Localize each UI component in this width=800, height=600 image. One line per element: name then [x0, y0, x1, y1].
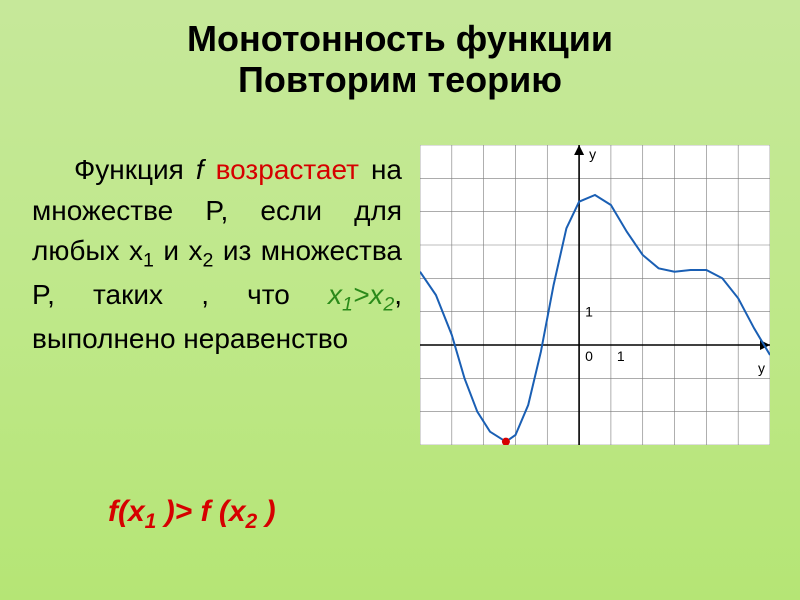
title-line-1: Монотонность функции: [187, 18, 613, 59]
def-cs2: 2: [383, 294, 394, 316]
ineq-s2: 2: [246, 510, 258, 533]
def-p4: и x: [163, 235, 202, 266]
def-cs1: 1: [342, 294, 353, 316]
def-f: f: [196, 154, 204, 185]
slide-title: Монотонность функции Повторим теорию: [0, 0, 800, 101]
ineq-mid: )> f (x: [156, 495, 245, 528]
chart-svg: 0 1 1 y y: [420, 145, 770, 445]
def-p1: Функция: [74, 154, 196, 185]
ineq-end: ): [257, 495, 275, 528]
svg-text:1: 1: [617, 348, 625, 364]
ineq-lhs: f(x: [108, 495, 145, 528]
svg-text:y: y: [589, 146, 596, 162]
definition-text: Функция f возрастает на множестве P, есл…: [32, 150, 402, 360]
svg-text:y: y: [758, 360, 765, 376]
def-s1: 1: [143, 250, 154, 272]
title-line-2: Повторим теорию: [238, 59, 562, 100]
inequality-text: f(x1 )> f (x2 ): [108, 495, 276, 534]
def-c2: >x: [353, 279, 383, 310]
svg-text:1: 1: [585, 304, 593, 320]
function-chart: 0 1 1 y y: [420, 145, 770, 445]
ineq-s1: 1: [145, 510, 157, 533]
def-keyword: возрастает: [216, 154, 359, 185]
svg-text:0: 0: [585, 348, 593, 364]
def-s2: 2: [202, 250, 213, 272]
def-c1: x: [328, 279, 342, 310]
